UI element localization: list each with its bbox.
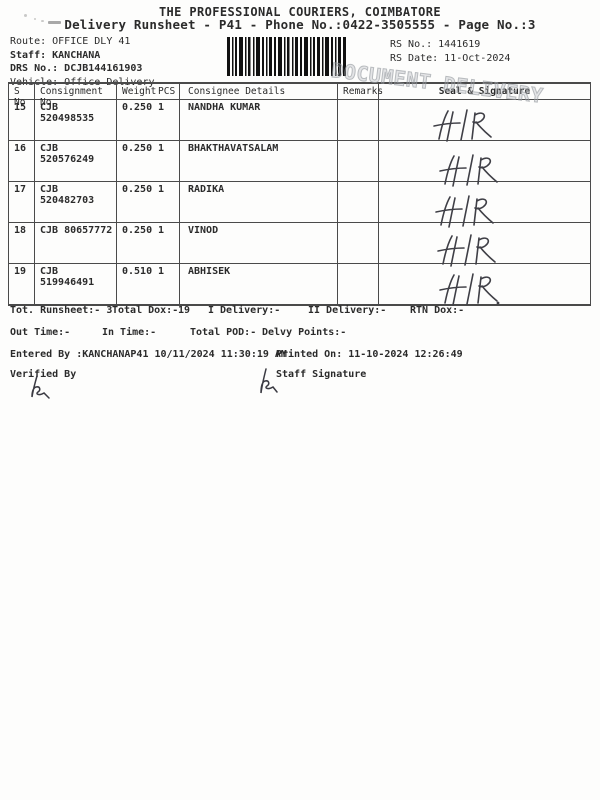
total-dox-value: 19: [178, 305, 191, 316]
cell-weight-pcs: 0.250 1: [117, 223, 180, 263]
pen-smudge: [34, 18, 36, 20]
cell-consignee: ABHISEK: [180, 264, 338, 304]
col-header-pcs: PCS: [158, 86, 176, 97]
cell-weight: 0.250: [122, 102, 153, 113]
meta-right-block: RS No.: 1441619 RS Date: 11-Oct-2024: [390, 38, 510, 65]
cell-consignment: CJB 519946491: [35, 264, 117, 304]
entered-by-text: Entered By :KANCHANAP41 10/11/2024 11:30…: [10, 349, 287, 360]
signature-labels-line: Verified By Staff Signature: [0, 369, 600, 383]
col-header-remarks: Remarks: [338, 84, 383, 99]
pen-smudge-dash: [48, 21, 61, 24]
pen-smudge: [24, 14, 27, 17]
col-header-weight: Weight: [122, 86, 157, 97]
total-pod-label: Total POD:-: [190, 327, 257, 338]
cell-consignment: CJB 520482703: [35, 182, 117, 222]
cell-consignment: CJB 80657772: [35, 223, 117, 263]
out-time-label: Out Time:-: [10, 327, 71, 338]
consignments-table: S No Consignment No Weight PCS Consignee…: [8, 82, 591, 306]
cell-consignee: BHAKTHAVATSALAM: [180, 141, 338, 181]
cell-weight-pcs: 0.510 1: [117, 264, 180, 304]
verified-by-label: Verified By: [10, 369, 77, 380]
cell-seal: [379, 100, 590, 142]
printed-on-text: Printed On: 11-10-2024 12:26:49: [276, 349, 463, 360]
handwritten-seal-mark-icon: [437, 234, 496, 267]
table-row: 17 CJB 520482703 0.250 1 RADIKA: [9, 181, 590, 228]
handwritten-seal-mark-icon: [433, 109, 492, 142]
cell-weight: 0.250: [122, 225, 153, 236]
cell-seal: [379, 182, 590, 228]
cell-consignment: CJB 520576249: [35, 141, 117, 181]
cell-pcs: 1: [158, 225, 165, 236]
cell-weight: 0.250: [122, 184, 153, 195]
col-header-consignment: Consignment No: [35, 84, 117, 108]
cell-sno: 19: [9, 264, 35, 304]
cell-seal: [379, 264, 590, 306]
cell-weight-pcs: 0.250 1: [117, 182, 180, 222]
table-header-row: S No Consignment No Weight PCS Consignee…: [9, 84, 590, 108]
cell-pcs: 1: [158, 102, 165, 113]
cell-consignee: RADIKA: [180, 182, 338, 222]
cell-pcs: 1: [158, 266, 165, 277]
total-runsheet-label: Tot. Runsheet:- 3: [10, 305, 113, 316]
cell-consignee: VINOD: [180, 223, 338, 263]
rs-no-line: RS No.: 1441619: [390, 39, 481, 50]
table-row: 16 CJB 520576249 0.250 1 BHAKTHAVATSALAM: [9, 140, 590, 187]
entered-printed-line: Entered By :KANCHANAP41 10/11/2024 11:30…: [0, 349, 600, 363]
col-header-sno: S No: [9, 84, 35, 108]
rs-date-line: RS Date: 11-Oct-2024: [390, 52, 511, 64]
cell-sno: 17: [9, 182, 35, 222]
col-header-weight-pcs: Weight PCS: [117, 84, 180, 99]
route-line: Route: OFFICE DLY 41: [10, 36, 131, 47]
table-row: 19 CJB 519946491 0.510 1 ABHISEK: [9, 263, 590, 306]
cell-sno: 15: [9, 100, 35, 140]
barcode-icon: [227, 37, 346, 76]
cell-weight-pcs: 0.250 1: [117, 100, 180, 140]
i-delivery-label: I Delivery:-: [208, 305, 281, 316]
cell-remarks: [338, 223, 379, 263]
cell-remarks: [338, 141, 379, 181]
staff-signature-label: Staff Signature: [276, 369, 367, 380]
table-row: 18 CJB 80657772 0.250 1 VINOD: [9, 222, 590, 267]
cell-seal: [379, 141, 590, 187]
cell-sno: 18: [9, 223, 35, 263]
handwritten-seal-mark-icon: [435, 195, 494, 228]
table-row: 15 CJB 520498535 0.250 1 NANDHA KUMAR: [9, 99, 590, 142]
in-time-label: In Time:-: [102, 327, 157, 338]
meta-left-block: Route: OFFICE DLY 41 Staff: KANCHANA DRS…: [10, 35, 155, 89]
delvy-points-label: Delvy Points:-: [262, 327, 347, 338]
cell-weight-pcs: 0.250 1: [117, 141, 180, 181]
handwritten-seal-mark-icon: [439, 154, 498, 187]
drs-no-line: DRS No.: DCJB144161903: [10, 63, 143, 74]
staff-signature-icon: [260, 368, 278, 394]
doc-title: THE PROFESSIONAL COURIERS, COIMBATORE: [158, 5, 442, 19]
cell-remarks: [338, 182, 379, 222]
rtn-dox-label: RTN Dox:-: [410, 305, 465, 316]
cell-consignee: NANDHA KUMAR: [180, 100, 338, 140]
pen-smudge: [41, 20, 44, 22]
cell-remarks: [338, 100, 379, 140]
handwritten-seal-mark-icon: [439, 273, 500, 306]
staff-line: Staff: KANCHANA: [10, 49, 101, 61]
ii-delivery-label: II Delivery:-: [308, 305, 387, 316]
cell-seal: [379, 223, 590, 267]
cell-weight: 0.250: [122, 143, 153, 154]
times-line: Out Time:- In Time:- Total POD:- Delvy P…: [0, 327, 600, 341]
cell-pcs: 1: [158, 184, 165, 195]
verified-by-signature-icon: [31, 375, 50, 399]
col-header-seal: Seal & Signature: [438, 86, 531, 97]
totals-line: Tot. Runsheet:- 3 Total Dox:- 19 I Deliv…: [0, 305, 600, 319]
cell-remarks: [338, 264, 379, 304]
doc-subtitle: Delivery Runsheet - P41 - Phone No.:0422…: [64, 17, 536, 32]
cell-sno: 16: [9, 141, 35, 181]
total-dox-label: Total Dox:-: [112, 305, 179, 316]
col-header-consignee: Consignee Details: [180, 84, 338, 99]
cell-pcs: 1: [158, 143, 165, 154]
cell-consignment: CJB 520498535: [35, 100, 117, 140]
cell-weight: 0.510: [122, 266, 153, 277]
